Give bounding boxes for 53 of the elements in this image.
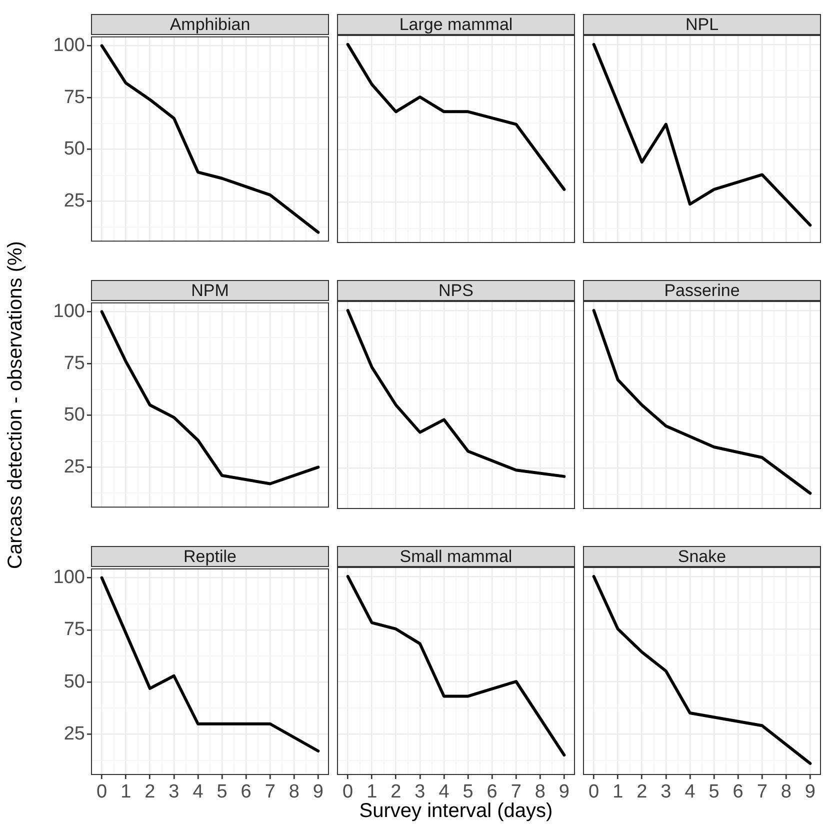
y-tick-label: 75	[64, 619, 85, 640]
x-tick-label: 4	[192, 782, 204, 803]
x-tick-label: 2	[144, 782, 156, 803]
x-tick-label: 0	[342, 782, 354, 803]
y-tick-label: 75	[64, 352, 85, 374]
x-tick-label: 6	[732, 782, 744, 803]
x-tick-label: 1	[120, 782, 132, 803]
chart-title: NPM	[91, 280, 329, 301]
x-tick-label: 6	[486, 782, 498, 803]
y-tick-label: 75	[64, 86, 85, 108]
chart-title: Snake	[583, 546, 821, 567]
x-tick-label: 2	[390, 782, 402, 803]
x-tick-label: 8	[534, 782, 546, 803]
x-tick-label: 4	[684, 782, 696, 803]
x-tick-label: 3	[168, 782, 180, 803]
x-tick-label: 8	[780, 782, 792, 803]
chart-title: Passerine	[583, 280, 821, 301]
x-tick-label: 7	[756, 782, 768, 803]
x-tick-label: 0	[96, 782, 108, 803]
x-axis-title: Survey interval (days)	[359, 800, 553, 823]
x-tick-label: 7	[264, 782, 276, 803]
y-tick-label: 25	[64, 456, 85, 478]
y-tick-label: 50	[64, 138, 85, 160]
x-tick-label: 9	[312, 782, 324, 803]
y-tick-label: 50	[64, 671, 85, 692]
y-tick-label: 50	[64, 404, 85, 426]
x-tick-label: 1	[612, 782, 624, 803]
y-tick-label: 100	[53, 567, 85, 588]
x-tick-label: 1	[366, 782, 378, 803]
x-tick-label: 8	[288, 782, 300, 803]
y-axis-title: Carcass detection - observations (%)	[4, 241, 28, 569]
x-tick-label: 5	[462, 782, 474, 803]
x-tick-label: 7	[510, 782, 522, 803]
x-tick-label: 9	[558, 782, 570, 803]
y-tick-label: 100	[53, 300, 85, 322]
chart-title: NPS	[337, 280, 575, 301]
chart-title: Large mammal	[337, 14, 575, 35]
y-tick-label: 25	[64, 724, 85, 745]
chart-title: Amphibian	[91, 14, 329, 35]
x-tick-label: 6	[240, 782, 252, 803]
chart-title: NPL	[583, 14, 821, 35]
x-tick-label: 5	[216, 782, 228, 803]
y-tick-label: 25	[64, 190, 85, 212]
chart-title: Reptile	[91, 546, 329, 567]
x-tick-label: 3	[660, 782, 672, 803]
chart-title: Small mammal	[337, 546, 575, 567]
x-tick-label: 9	[804, 782, 816, 803]
x-tick-label: 5	[708, 782, 720, 803]
x-tick-label: 2	[636, 782, 648, 803]
y-tick-label: 100	[53, 34, 85, 56]
x-tick-label: 3	[414, 782, 426, 803]
x-tick-label: 0	[588, 782, 600, 803]
x-tick-label: 4	[438, 782, 450, 803]
